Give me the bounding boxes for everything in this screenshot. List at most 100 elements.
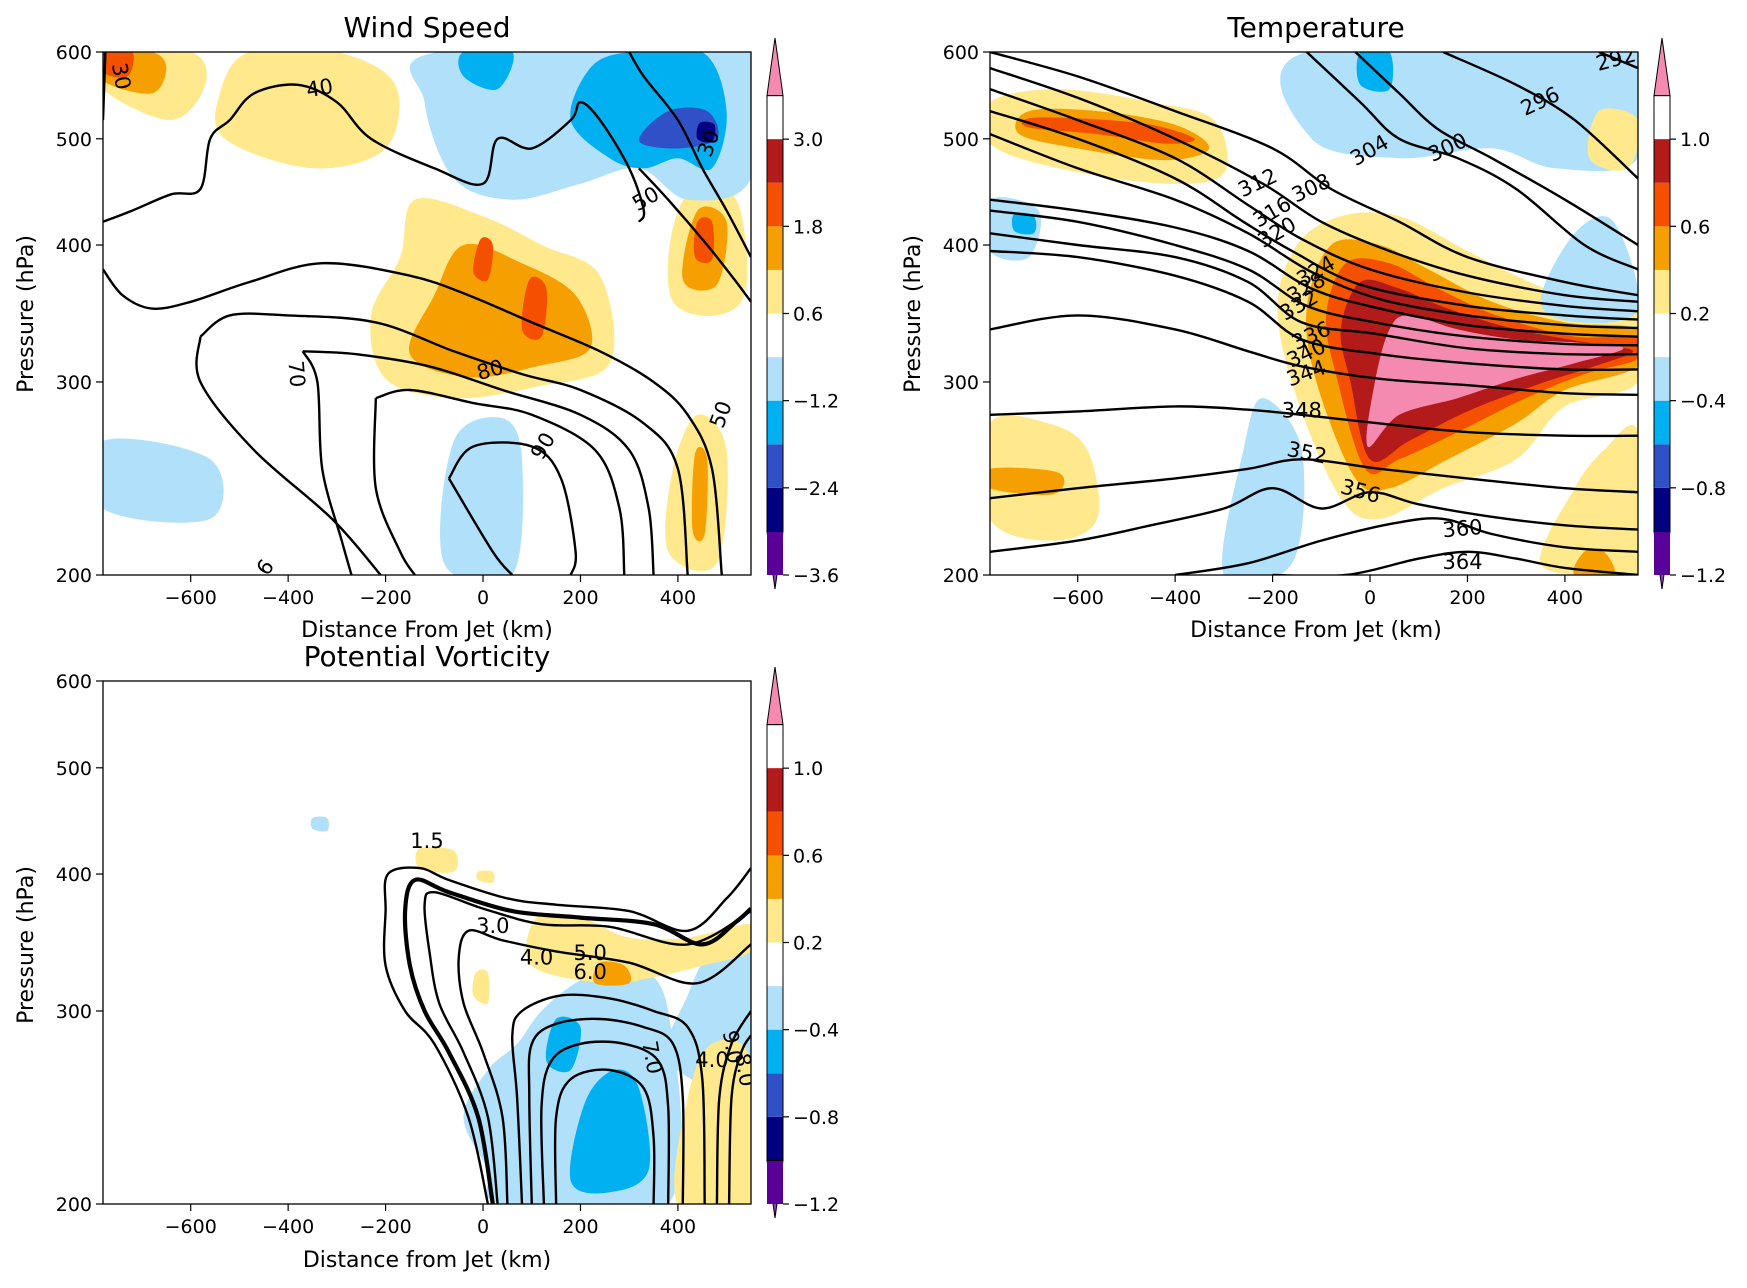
pv-colorbar-swatch-5 — [767, 986, 783, 1030]
wind-colorbar-swatch-3 — [767, 444, 783, 488]
wind-filled-region-12 — [215, 52, 400, 169]
pv-xtick-label-2: −200 — [359, 1216, 411, 1238]
temp-colorbar-swatch-8 — [1654, 226, 1670, 270]
pv-colorbar-swatch-9 — [767, 811, 783, 856]
temp-contour-0 — [1598, 52, 1638, 70]
temp-contour-13 — [990, 314, 1638, 396]
ylabel-potential-vorticity: Pressure (hPa) — [14, 866, 39, 1024]
temp-ytick-label-4: 600 — [943, 42, 979, 64]
pv-contour-label-3: 5.0 — [573, 941, 606, 965]
pv-ytick-label-4: 600 — [56, 671, 92, 693]
temp-plot-area: 2922963003043083123163203243283323363403… — [990, 52, 1638, 575]
pv-contour-label-text-0: 1.5 — [410, 829, 443, 853]
wind-filled-region-8 — [691, 446, 708, 542]
pv-contour-label-text-7: 8.0 — [730, 1051, 759, 1088]
wind-colorbar-tick-label-0: −3.6 — [793, 565, 839, 587]
wind-colorbar: −3.6 −2.4 −1.2 0.6 1.8 3.0 — [766, 37, 839, 590]
wind-ytick-label-2: 400 — [56, 235, 92, 257]
wind-contour-label-1: 40 — [304, 74, 334, 102]
pv-contour-label-4: 6.0 — [573, 960, 606, 984]
pv-xtick-label-0: −600 — [165, 1216, 217, 1238]
pv-axes-frame — [102, 680, 752, 1205]
pv-contour-label-8: 9.0 — [718, 1028, 747, 1065]
pv-filled-region-1 — [569, 1069, 651, 1194]
temp-colorbar-swatch-7 — [1654, 269, 1670, 314]
temp-colorbar-tick-label-0: −1.2 — [1680, 565, 1726, 587]
wind-contour-5 — [195, 336, 382, 575]
wind-colorbar-tick-label-2: −1.2 — [793, 391, 839, 413]
pv-ytick-label-3: 500 — [56, 758, 92, 780]
temp-colorbar-swatch-6 — [1654, 313, 1670, 358]
temp-filled-region-4 — [1366, 315, 1624, 448]
temp-colorbar-swatch-1 — [1654, 531, 1670, 575]
wind-contour-1 — [628, 52, 751, 258]
temp-contour-16 — [990, 487, 1638, 553]
wind-contour-label-text-0: 30 — [107, 61, 135, 91]
pv-filled-region-5 — [674, 1039, 751, 1204]
wind-filled-region-17 — [696, 121, 716, 143]
pv-contour-label-text-2: 4.0 — [520, 945, 553, 969]
wind-contour-6 — [199, 312, 689, 575]
temp-xtick-label-2: −200 — [1246, 587, 1298, 609]
temp-contour-18 — [1272, 550, 1638, 575]
pv-contour-label-2: 4.0 — [520, 945, 553, 969]
pv-xtick-label-4: 200 — [562, 1216, 598, 1238]
wind-ytick-label-4: 600 — [56, 42, 92, 64]
panel-potential-vorticity: Potential Vorticity Distance from Jet (k… — [14, 640, 839, 1273]
temp-contour-label-14: 348 — [1282, 398, 1322, 422]
wind-colorbar-swatch-6 — [767, 313, 783, 358]
pv-colorbar-tick-label-5: 1.0 — [793, 758, 823, 780]
temp-contour-14 — [990, 405, 1638, 438]
temp-contour-4 — [990, 52, 1638, 297]
wind-filled-region-3 — [473, 237, 494, 282]
temp-colorbar-tick-label-4: 0.6 — [1680, 216, 1710, 238]
temp-contour-12 — [990, 249, 1638, 372]
temp-filled-region-10 — [1540, 424, 1638, 575]
pv-contour-label-7: 8.0 — [730, 1051, 759, 1088]
temp-contour-7 — [990, 109, 1638, 321]
wind-contour-11 — [447, 477, 514, 575]
wind-contour-10 — [375, 388, 626, 575]
wind-axes-frame — [102, 51, 752, 576]
wind-contour-4 — [638, 167, 751, 303]
pv-colorbar-tick-label-1: −0.8 — [793, 1107, 839, 1129]
pv-contour-label-text-3: 5.0 — [573, 941, 606, 965]
wind-contour-8 — [302, 350, 655, 575]
temp-colorbar-tick-label-2: −0.4 — [1680, 391, 1726, 413]
pv-colorbar-swatch-2 — [767, 1116, 783, 1161]
temp-xtick-label-4: 200 — [1449, 587, 1485, 609]
temp-contour-label-18: 364 — [1443, 550, 1483, 574]
ylabel-temperature: Pressure (hPa) — [901, 235, 926, 393]
temp-filled-region-12 — [1222, 398, 1305, 575]
pv-filled-region-6 — [526, 913, 751, 984]
pv-contour-5 — [527, 1017, 685, 1204]
pv-colorbar-tick-label-3: 0.2 — [793, 933, 823, 955]
temp-xtick-label-1: −400 — [1149, 587, 1201, 609]
wind-contour-3 — [103, 261, 723, 575]
pv-contour-label-text-8: 9.0 — [718, 1028, 747, 1065]
wind-ytick-label-0: 200 — [56, 565, 92, 587]
pv-xtick-label-1: −400 — [262, 1216, 314, 1238]
title-temperature: Temperature — [1226, 11, 1404, 44]
wind-colorbar-swatch-10 — [767, 139, 783, 183]
temp-xtick-label-5: 400 — [1547, 587, 1583, 609]
pv-contour-2 — [423, 890, 751, 1204]
pv-colorbar-extend-high — [766, 666, 784, 726]
temp-contour-6 — [990, 87, 1638, 313]
pv-contour-6 — [540, 1040, 671, 1204]
temp-contour-9 — [990, 198, 1638, 338]
temp-colorbar-swatch-2 — [1654, 487, 1670, 532]
temp-xtick-label-3: 0 — [1364, 587, 1376, 609]
wind-xtick-label-0: −600 — [165, 587, 217, 609]
wind-contour-label-text-1: 40 — [304, 74, 334, 102]
temp-contour-1 — [1442, 52, 1638, 180]
pv-contour-label-text-4: 6.0 — [573, 960, 606, 984]
temp-colorbar-extend-high — [1653, 37, 1671, 97]
wind-xtick-label-4: 200 — [562, 587, 598, 609]
temp-contour-17 — [1174, 517, 1638, 575]
wind-filled-region-11 — [103, 52, 134, 78]
wind-xtick-label-2: −200 — [359, 587, 411, 609]
panel-temperature: Temperature Distance From Jet (km) Press… — [901, 11, 1726, 643]
wind-filled-region-1 — [408, 243, 593, 378]
